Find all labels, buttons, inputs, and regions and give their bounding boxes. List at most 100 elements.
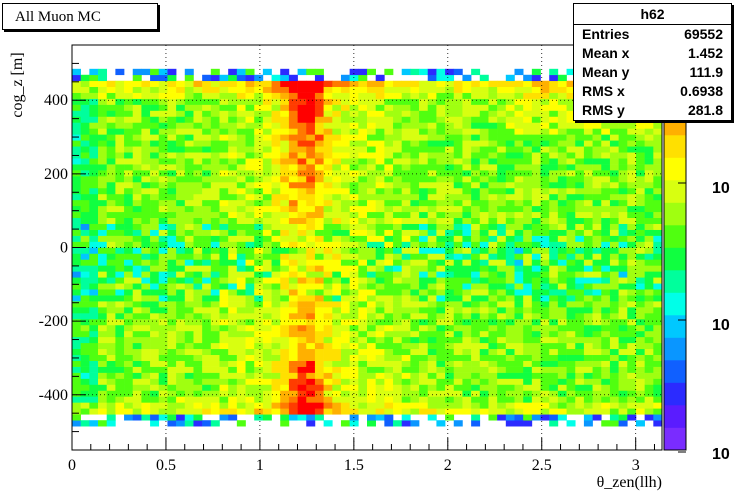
heatmap-cell [575,134,585,141]
heatmap-cell [514,324,524,332]
heatmap-cell [193,408,203,415]
heatmap-cell [462,384,472,391]
heatmap-cell [393,307,403,314]
heatmap-cell [427,223,437,230]
heatmap-cell [158,307,168,314]
heatmap-cell [497,301,507,308]
heatmap-cell [236,211,246,219]
heatmap-cell [89,384,99,391]
heatmap-cell [236,360,246,367]
heatmap-cell [280,98,290,105]
heatmap-cell [141,366,151,373]
heatmap-cell [566,86,576,93]
heatmap-cell [436,92,446,99]
heatmap-cell [245,134,255,141]
heatmap-cell [488,229,498,236]
heatmap-cell [635,354,645,361]
heatmap-cell [349,360,359,367]
heatmap-cell [297,336,307,344]
heatmap-cell [618,235,628,242]
heatmap-cell [557,92,567,99]
heatmap-cell [210,128,220,135]
heatmap-cell [453,378,463,385]
heatmap-cell [245,408,255,415]
heatmap-cell [575,301,585,308]
heatmap-cell [436,348,446,356]
heatmap-cell [644,235,654,242]
heatmap-cell [583,122,593,129]
heatmap-cell [349,408,359,415]
heatmap-cell [158,372,168,379]
heatmap-cell [358,354,368,361]
heatmap-cell [627,307,637,314]
heatmap-cell [202,277,212,284]
heatmap-cell [479,354,489,361]
heatmap-cell [349,283,359,290]
heatmap-cell [644,211,654,219]
heatmap-cell [549,181,559,189]
heatmap-cell [210,170,220,177]
heatmap-cell [80,116,90,123]
heatmap-cell [262,122,272,129]
heatmap-cell [618,384,628,391]
heatmap-cell [184,164,194,171]
heatmap-cell [367,414,376,421]
heatmap-cell [436,342,446,350]
heatmap-cell [505,354,515,361]
heatmap-cell [158,104,168,111]
heatmap-cell [618,176,628,183]
heatmap-cell [124,295,134,302]
heatmap-cell [635,158,645,165]
heatmap-cell [254,74,264,82]
heatmap-cell [254,86,264,93]
heatmap-cell [497,193,507,201]
heatmap-cell [98,307,108,314]
heatmap-cell [150,92,160,99]
heatmap-cell [549,158,559,165]
heatmap-cell [436,199,446,207]
heatmap-cell [106,128,116,135]
heatmap-cell [410,98,420,105]
heatmap-cell [445,253,455,260]
heatmap-cell [288,152,298,159]
heatmap-cell [575,402,585,409]
heatmap-cell [98,128,108,135]
heatmap-cell [436,390,446,397]
heatmap-cell [497,390,507,397]
heatmap-cell [618,313,628,320]
heatmap-cell [72,301,81,308]
heatmap-cell [271,259,281,266]
heatmap-cell [531,247,541,254]
heatmap-cell [523,134,533,141]
heatmap-cell [523,396,533,403]
heatmap-cell [436,247,446,254]
heatmap-cell [132,80,142,87]
heatmap-cell [618,122,628,129]
heatmap-cell [540,134,550,141]
heatmap-cell [228,324,238,332]
heatmap-cell [436,134,446,141]
heatmap-cell [419,146,429,153]
heatmap-cell [505,80,515,87]
heatmap-cell [436,307,446,314]
heatmap-cell [228,408,238,415]
heatmap-cell [488,187,498,195]
heatmap-cell [453,420,463,427]
x-axis: 0 0.5 1 1.5 2 2.5 3 [68,438,655,474]
heatmap-cell [254,295,264,302]
heatmap-cell [176,241,186,248]
heatmap-cell [280,110,290,117]
heatmap-cell [427,336,437,344]
heatmap-cell [262,402,272,409]
heatmap-cell [384,193,394,201]
heatmap-cell [393,283,403,290]
heatmap-cell [323,158,333,165]
heatmap-cell [262,134,272,141]
heatmap-cell [228,92,238,99]
heatmap-cell [271,152,281,159]
heatmap-cell [601,158,611,165]
heatmap-cell [158,134,168,141]
heatmap-cell [254,313,264,320]
heatmap-cell [80,301,90,308]
heatmap-cell [635,289,645,296]
